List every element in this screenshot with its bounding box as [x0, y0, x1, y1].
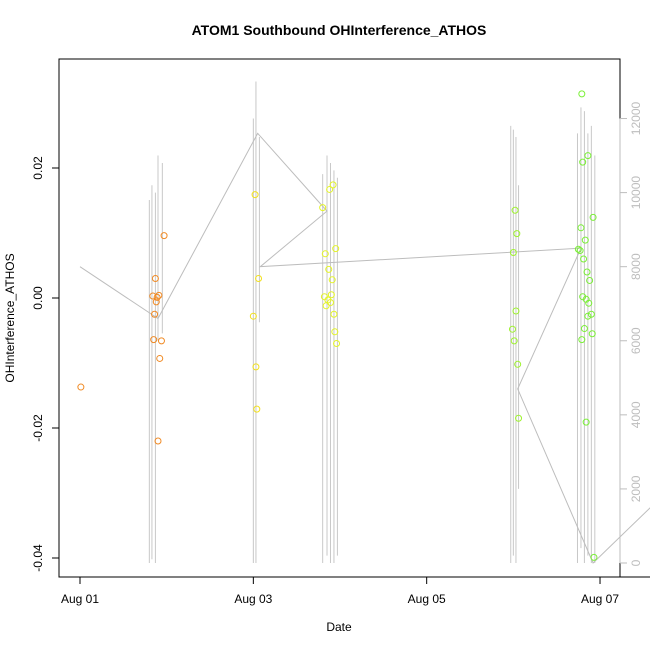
y2-tick-label: 2000 [629, 475, 643, 502]
data-point [321, 250, 329, 258]
data-point [589, 213, 597, 221]
data-point [581, 236, 589, 244]
data-point [151, 275, 159, 282]
chart-title: ATOM1 Southbound OHInterference_ATHOS [192, 22, 487, 38]
y2-tick-label: 6000 [629, 327, 643, 354]
data-point [327, 291, 335, 299]
data-point [509, 249, 517, 256]
x-tick-label: Aug 07 [581, 592, 619, 606]
data-point [153, 293, 161, 301]
data-point [252, 363, 260, 371]
data-point [514, 360, 522, 368]
data-point [585, 299, 593, 307]
y2-tick-label: 10000 [629, 176, 643, 210]
data-point [579, 158, 587, 166]
y2-axis: 0 2000 4000 6000 8000 10000 12000 [619, 102, 643, 566]
data-point [510, 337, 518, 345]
data-point [329, 181, 337, 189]
plot-frame [58, 58, 621, 578]
data-point [152, 298, 160, 306]
x-tick-label: Aug 01 [61, 592, 99, 606]
data-point [154, 437, 162, 445]
y-tick-label: -0.02 [31, 414, 45, 442]
data-point [578, 336, 586, 344]
data-point [328, 276, 336, 284]
data-point [333, 340, 341, 347]
data-point [325, 265, 333, 273]
y-axis: -0.04 -0.02 0.00 0.02 [31, 156, 60, 572]
data-point [582, 418, 590, 426]
scatter-points [77, 90, 598, 561]
x-tick-label: Aug 03 [234, 592, 272, 606]
spike-series [148, 81, 596, 563]
data-point [576, 247, 584, 255]
data-point [151, 310, 159, 318]
data-point [319, 204, 327, 212]
data-point [160, 232, 168, 240]
y-axis-label: OHInterference_ATHOS [3, 253, 17, 382]
data-point [574, 245, 582, 253]
y2-tick-label: 0 [629, 559, 643, 566]
data-point [577, 224, 585, 232]
data-point [586, 276, 594, 284]
data-point [578, 90, 586, 98]
data-point [512, 307, 520, 315]
data-point [150, 336, 158, 344]
data-point [580, 325, 588, 333]
data-point [157, 337, 165, 345]
data-point [253, 405, 261, 413]
data-point [249, 312, 257, 320]
data-point [332, 245, 340, 253]
data-point [584, 312, 592, 320]
data-point [326, 299, 334, 307]
data-point [156, 354, 164, 362]
data-point [515, 414, 523, 422]
data-point [508, 325, 516, 333]
data-point [583, 268, 591, 276]
data-point [590, 553, 598, 561]
data-point [587, 310, 595, 318]
data-point [155, 291, 163, 299]
data-point [322, 302, 330, 310]
data-point [255, 275, 263, 282]
y-tick-label: -0.04 [31, 544, 45, 572]
y2-tick-label: 12000 [629, 102, 643, 136]
secondary-trace-line [79, 132, 650, 564]
data-point [513, 230, 521, 238]
data-point [330, 310, 338, 318]
data-point [77, 383, 85, 391]
data-point [251, 191, 259, 199]
data-point [326, 185, 334, 193]
data-point [331, 328, 339, 336]
x-tick-label: Aug 05 [408, 592, 446, 606]
y2-tick-label: 8000 [629, 253, 643, 280]
y-tick-label: 0.02 [31, 156, 45, 180]
x-axis-label: Date [326, 620, 352, 634]
y-tick-label: 0.00 [31, 286, 45, 310]
data-point [511, 206, 519, 214]
data-point [584, 152, 592, 160]
data-point [588, 330, 596, 338]
y2-tick-label: 4000 [629, 401, 643, 428]
data-point [580, 255, 588, 263]
